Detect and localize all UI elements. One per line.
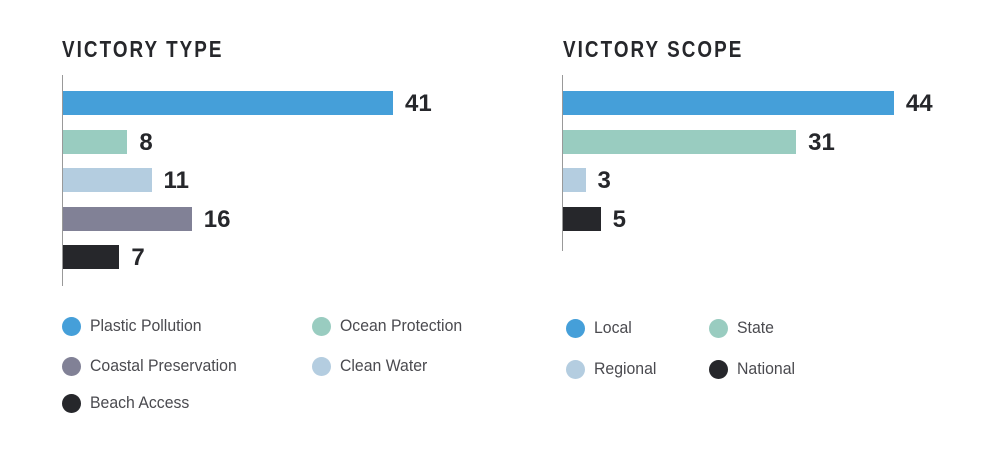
- chart-title: VICTORY TYPE: [62, 36, 224, 62]
- data-label: 44: [905, 90, 933, 117]
- legend-item: National: [709, 359, 799, 379]
- data-label: 16: [203, 205, 231, 233]
- legend-swatch-icon: [566, 318, 585, 338]
- legend-item: Local: [566, 318, 635, 338]
- legend-label: Coastal Preservation: [90, 356, 237, 375]
- chart-title: VICTORY SCOPE: [563, 36, 744, 62]
- legend-label: Ocean Protection: [340, 316, 463, 335]
- data-label: 5: [612, 205, 626, 233]
- legend-item: Clean Water: [312, 356, 434, 376]
- data-label: 31: [808, 128, 835, 156]
- legend-label: Clean Water: [340, 356, 428, 375]
- bar-ocean-protection: [63, 129, 128, 154]
- legend-swatch-icon: [312, 316, 331, 336]
- legend-item: Coastal Preservation: [62, 356, 248, 376]
- y-axis-line: [562, 75, 563, 251]
- legend-label: Local: [594, 318, 632, 337]
- legend-item: Regional: [566, 359, 661, 379]
- data-label: 7: [131, 244, 145, 271]
- legend-swatch-icon: [709, 359, 728, 379]
- bar-state: [563, 129, 797, 154]
- legend-item: Beach Access: [62, 393, 197, 413]
- legend-item: State: [709, 318, 777, 338]
- data-label: 8: [139, 128, 153, 156]
- legend-swatch-icon: [62, 393, 81, 413]
- bar-regional: [563, 168, 586, 192]
- legend-swatch-icon: [566, 359, 585, 379]
- bar-beach-access: [63, 245, 120, 269]
- bar-national: [563, 206, 601, 231]
- y-axis-line: [62, 75, 63, 286]
- legend-swatch-icon: [312, 356, 331, 376]
- legend-swatch-icon: [62, 316, 81, 336]
- bar-clean-water: [63, 168, 152, 192]
- legend-swatch-icon: [709, 318, 728, 338]
- legend-label: Plastic Pollution: [90, 316, 202, 335]
- bar-coastal-preservation: [63, 206, 192, 231]
- data-label: 41: [405, 90, 432, 117]
- legend-item: Ocean Protection: [312, 316, 471, 336]
- legend-item: Plastic Pollution: [62, 316, 210, 336]
- legend-swatch-icon: [62, 356, 81, 376]
- bar-local: [563, 91, 894, 115]
- bar-plastic-pollution: [63, 91, 394, 115]
- legend-label: National: [737, 359, 796, 378]
- legend-label: State: [737, 318, 774, 337]
- legend-label: Regional: [594, 359, 657, 378]
- data-label: 3: [597, 167, 611, 194]
- data-label: 11: [163, 167, 189, 194]
- legend-label: Beach Access: [90, 393, 190, 412]
